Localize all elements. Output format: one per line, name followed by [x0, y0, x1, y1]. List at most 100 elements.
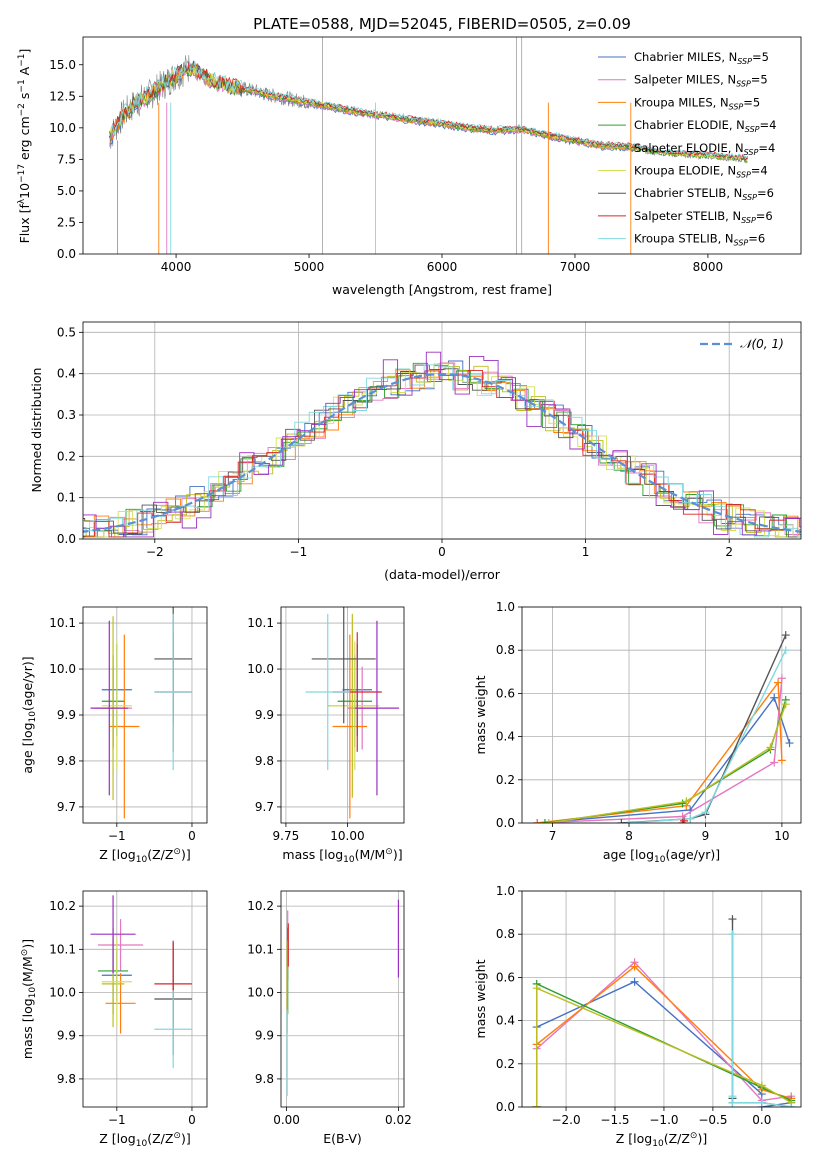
x-axis-label-part: (age/yr)] [665, 847, 720, 862]
x-tick-label: −1.0 [649, 1113, 678, 1127]
weight-point-marker [777, 756, 786, 765]
weight-point-marker [785, 739, 794, 748]
y-tick-label: 0.1 [57, 491, 76, 505]
x-tick-label: 4000 [161, 260, 192, 274]
weight-series-line [537, 680, 783, 823]
legend-label: Chabrier MILES, NSSP=5 [634, 50, 769, 66]
y-tick-label: 9.8 [57, 1072, 76, 1086]
weight-point-marker [781, 631, 790, 640]
weight-point-marker [766, 743, 775, 752]
y-axis-label-part: ⊙ [20, 949, 30, 957]
x-tick-label: −0.5 [698, 1113, 727, 1127]
y-axis-label-part: −1 [17, 54, 27, 67]
legend-label-text: Salpeter ELODIE, N [634, 141, 744, 155]
x-axis-label-part: ⊙ [173, 847, 181, 857]
weight-point-marker [532, 1103, 541, 1107]
y-tick-label: 10.2 [247, 899, 274, 913]
y-axis-label-part: erg cm [17, 116, 32, 164]
weight-point-marker [625, 819, 634, 823]
x-axis-label: E(B-V) [323, 1131, 362, 1146]
legend-label-sub: SSP [737, 57, 752, 66]
legend-label-text: Kroupa ELODIE, N [634, 164, 736, 178]
y-axis-label-part: age [log [20, 722, 35, 773]
plot-area-weight-vs-age [533, 631, 794, 823]
y-tick-label: 10.2 [49, 899, 76, 913]
legend-label: 𝒩(0, 1) [740, 337, 784, 351]
y-tick-label: 0.6 [496, 970, 515, 984]
legend-label: Kroupa ELODIE, NSSP=4 [634, 164, 768, 180]
legend-label-suffix: =5 [752, 50, 769, 64]
x-tick-label: 9.75 [273, 829, 300, 843]
y-axis-label-part: λ [17, 198, 27, 204]
x-tick-label: 1 [582, 545, 590, 559]
weight-series-line [628, 649, 787, 823]
x-axis-label: Z [log10(Z/Z⊙)] [616, 1131, 707, 1149]
model-spectrum-line [109, 60, 636, 151]
legend-label: Kroupa STELIB, NSSP=6 [634, 232, 765, 248]
y-tick-label: 15.0 [49, 58, 76, 72]
x-tick-label: −1.5 [600, 1113, 629, 1127]
weight-point-marker [781, 700, 790, 709]
x-axis-label-part: (Z/Z [147, 1131, 173, 1146]
y-axis-label-part: Flux [f [17, 204, 32, 244]
legend-label-sub: SSP [745, 125, 760, 134]
y-tick-label: 0.4 [496, 730, 515, 744]
y-axis-label-part: −1 [17, 79, 27, 92]
y-tick-label: 10.0 [49, 662, 76, 676]
weight-point-marker [770, 693, 779, 702]
x-axis-label: wavelength [Angstrom, rest frame] [332, 282, 552, 297]
axes-weight-vs-Z: −2.0 −1.5 −1.0 −0.5 0.0 0.0 0.2 0.4 0.6 0.8 1.0 Z [… [473, 884, 802, 1149]
y-tick-label: 10.0 [49, 121, 76, 135]
legend-label: Salpeter ELODIE, NSSP=4 [634, 141, 775, 157]
y-tick-label: 0.0 [57, 532, 76, 546]
model-spectrum-line [109, 58, 749, 161]
legend-label-sub: SSP [742, 193, 757, 202]
y-axis-label-part: 10 [17, 183, 32, 199]
x-tick-label: 8 [625, 829, 633, 843]
x-tick-label: −1 [108, 1113, 126, 1127]
x-axis-label-part: Z [log [99, 847, 135, 862]
x-tick-label: 10.00 [330, 829, 364, 843]
axes-spectrum: 4000 5000 6000 7000 8000 0.0 2.5 5.0 7.5 10.0 12.5… [17, 36, 802, 297]
y-tick-label: 9.9 [57, 1029, 76, 1043]
x-axis-label: mass [log10(M/M⊙)] [282, 847, 402, 865]
y-tick-label: 9.8 [255, 754, 274, 768]
axes-mass-vs-EBV: 0.00 0.02 9.8 9.9 10.0 10.1 10.2 E(B-V) [247, 890, 412, 1146]
weight-point-marker [781, 646, 790, 655]
axes-age-vs-mass: 9.75 10.00 9.7 9.8 9.9 10.0 10.1 mass [log10(M/… [247, 606, 405, 865]
weight-series-line [621, 634, 787, 823]
legend-label-sub: SSP [741, 216, 756, 225]
x-tick-label: −1 [290, 545, 308, 559]
legend-label-suffix: =6 [757, 186, 774, 200]
weight-point-marker [701, 808, 710, 817]
x-axis-label: age [log10(age/yr)] [603, 847, 720, 865]
weight-point-marker [630, 977, 639, 986]
axes-residuals: −2 −1 0 1 2 0.0 0.1 0.2 0.3 0.4 0.5 𝒩(0, 1) (data-mo… [29, 321, 802, 582]
plot-area-residuals [83, 351, 801, 538]
x-axis-label-part: )] [393, 847, 403, 862]
y-tick-label: 12.5 [49, 89, 76, 103]
histogram-series [83, 351, 801, 538]
y-axis-label-part: (age/yr)] [20, 656, 35, 711]
y-tick-label: 9.8 [57, 754, 76, 768]
x-axis-label-part: ⊙ [690, 1131, 698, 1141]
plot-area-spectrum [109, 37, 749, 254]
axes-frame [82, 890, 208, 1108]
weight-point-marker [728, 915, 737, 924]
y-tick-label: 0.2 [57, 449, 76, 463]
weight-series-line [536, 987, 792, 1107]
x-tick-label: −1 [108, 829, 126, 843]
legend-label-text: Salpeter STELIB, N [634, 209, 741, 223]
weight-point-marker [544, 819, 553, 823]
x-axis-label-part: age [log [603, 847, 654, 862]
y-axis-label: age [log10(age/yr)] [20, 656, 38, 773]
plot-area-mass-vs-Z [90, 895, 192, 1069]
legend-label-suffix: =4 [751, 164, 768, 178]
y-tick-label: 0.0 [496, 1100, 515, 1114]
histogram-series [83, 364, 801, 538]
y-tick-label: 0.8 [496, 643, 515, 657]
axes-frame [521, 890, 802, 1108]
weight-point-marker [617, 819, 626, 823]
